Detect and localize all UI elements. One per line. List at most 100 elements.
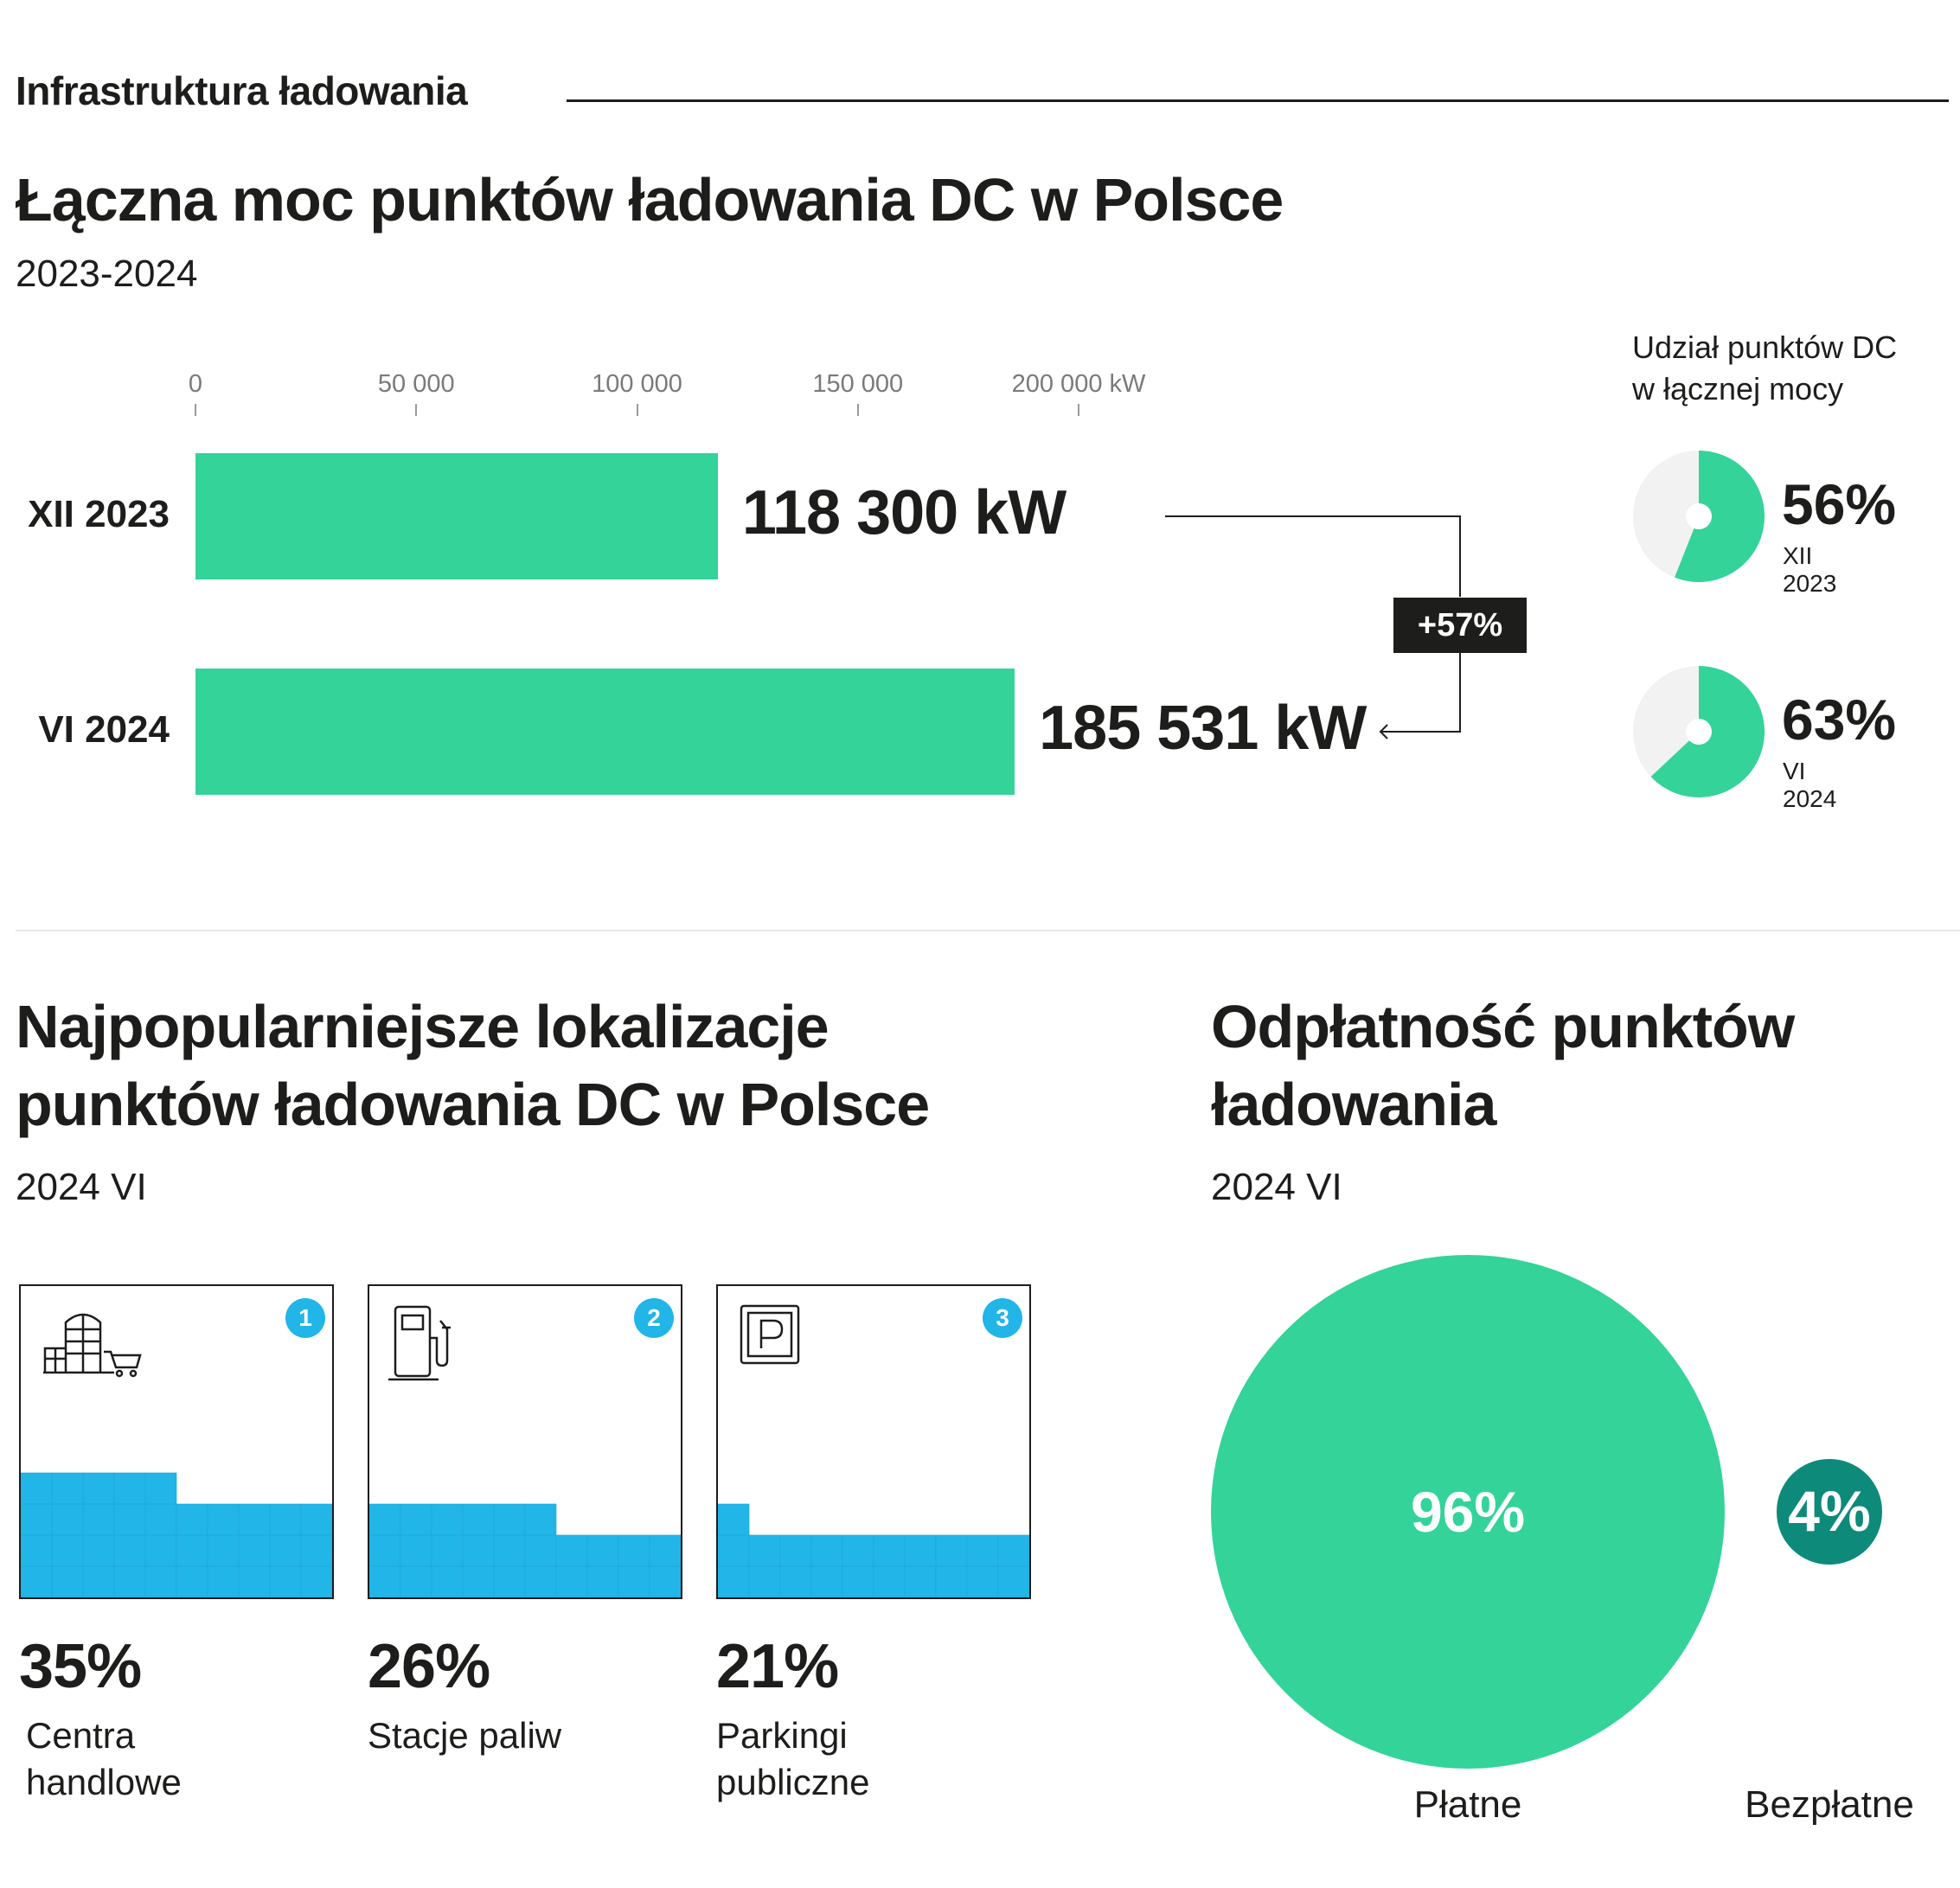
share-cell [431,1534,464,1567]
share-cell [400,1565,432,1597]
axis-tick-label: 200 000 kW [1011,370,1146,398]
share-cell [431,1503,464,1536]
share-cell [493,1565,526,1597]
share-cell [21,1472,53,1505]
section-rule [567,99,1949,102]
share-cell [493,1534,526,1567]
payment-title-line2: ładowania [1211,1071,1496,1138]
share-cell [300,1534,332,1567]
rank-badge: 3 [983,1298,1022,1338]
share-cell [51,1472,84,1505]
donut-hole [1686,503,1712,529]
donut-pct-label: 63% [1782,688,1897,752]
donut-period-label: VI 2024 [1783,758,1837,812]
share-cell [144,1534,177,1567]
payment-title-line1: Odpłatność punktów [1211,993,1795,1060]
share-cell [779,1534,812,1567]
payment-category-label: Płatne [1413,1783,1522,1826]
location-card-parking: 3 [716,1284,1031,1599]
donut-title: Udział punktów DC w łącznej mocy [1632,327,1897,410]
location-card-fuel: 2 [368,1284,682,1599]
share-cell [586,1534,619,1567]
section-label: Infrastruktura ładowania [16,68,468,113]
share-cell [207,1534,240,1567]
share-cell [369,1565,401,1597]
share-cell [269,1503,302,1536]
share-cell [649,1565,681,1597]
location-pct: 21% [716,1632,839,1701]
share-cell [524,1503,557,1536]
axis-tick-label: 0 [188,370,203,398]
bar [195,669,1015,795]
share-cell [113,1534,146,1567]
payment-bubble: 96% [1211,1255,1725,1769]
donut-slice [1675,451,1765,582]
share-cell [873,1565,906,1597]
share-cell [51,1503,84,1536]
share-cell [207,1565,240,1597]
axis-tick-mark [1078,404,1079,416]
locations-title-line1: Najpopularniejsze lokalizacje [16,993,829,1060]
share-cell [555,1565,588,1597]
share-cell [113,1472,146,1505]
share-cell [904,1565,937,1597]
axis-tick-label: 100 000 [592,370,682,398]
axis-tick-label: 50 000 [377,370,455,398]
donut-period-label: XII 2023 [1783,542,1837,597]
share-cell [842,1534,874,1567]
location-label-line1: Centra [26,1715,136,1756]
share-cell [748,1565,781,1597]
axis-tick-mark [415,404,418,416]
share-cell [810,1534,843,1567]
payment-bubble: 4% [1777,1459,1882,1565]
location-label-line2: publiczne [716,1762,870,1802]
share-cell [400,1534,432,1567]
axis-tick-mark [636,404,638,416]
share-cell [997,1565,1029,1597]
share-cell [493,1503,526,1536]
share-cell [82,1472,115,1505]
share-cell [873,1534,906,1567]
share-cell [82,1534,115,1567]
share-cell [369,1503,401,1536]
share-cell [238,1534,271,1567]
share-cell [113,1565,146,1597]
location-pct: 35% [19,1632,142,1701]
share-cell [300,1565,332,1597]
share-cell [586,1565,619,1597]
share-cell [400,1503,432,1536]
power-chart-title: Łączna moc punktów ładowania DC w Polsce [16,166,1284,234]
axis-tick-label: 150 000 [812,370,904,398]
share-cell [269,1534,302,1567]
bar-category-label: XII 2023 [28,493,170,535]
share-cell [144,1472,177,1505]
share-cell [618,1534,650,1567]
bar-value-label: 118 300 kW [741,478,1066,547]
share-cell [21,1565,53,1597]
share-cell [935,1534,968,1567]
share-cell [21,1534,53,1567]
locations-title: Najpopularniejsze lokalizacje punktów ła… [16,988,930,1143]
axis-tick-mark [856,404,859,416]
share-cell [810,1565,843,1597]
share-cell [779,1565,812,1597]
share-cell [555,1534,588,1567]
location-pct: 26% [368,1632,490,1701]
share-cell [113,1503,146,1536]
share-cell [144,1503,177,1536]
share-cell [431,1565,464,1597]
donut-pct-label: 56% [1782,472,1897,536]
share-cell [748,1534,781,1567]
share-cell [369,1534,401,1567]
donut-chart [1633,666,1765,797]
donut-title-line1: Udział punktów DC [1632,330,1898,365]
rank-badge: 2 [634,1298,674,1338]
donut-title-line2: w łącznej mocy [1632,371,1844,406]
rank-badge: 1 [285,1298,325,1338]
growth-connector [1165,515,1461,739]
axis-tick-mark [195,404,196,416]
share-cell [144,1565,177,1597]
share-cell [176,1534,208,1567]
fuel-pump-icon [388,1305,451,1381]
share-cell [524,1565,557,1597]
